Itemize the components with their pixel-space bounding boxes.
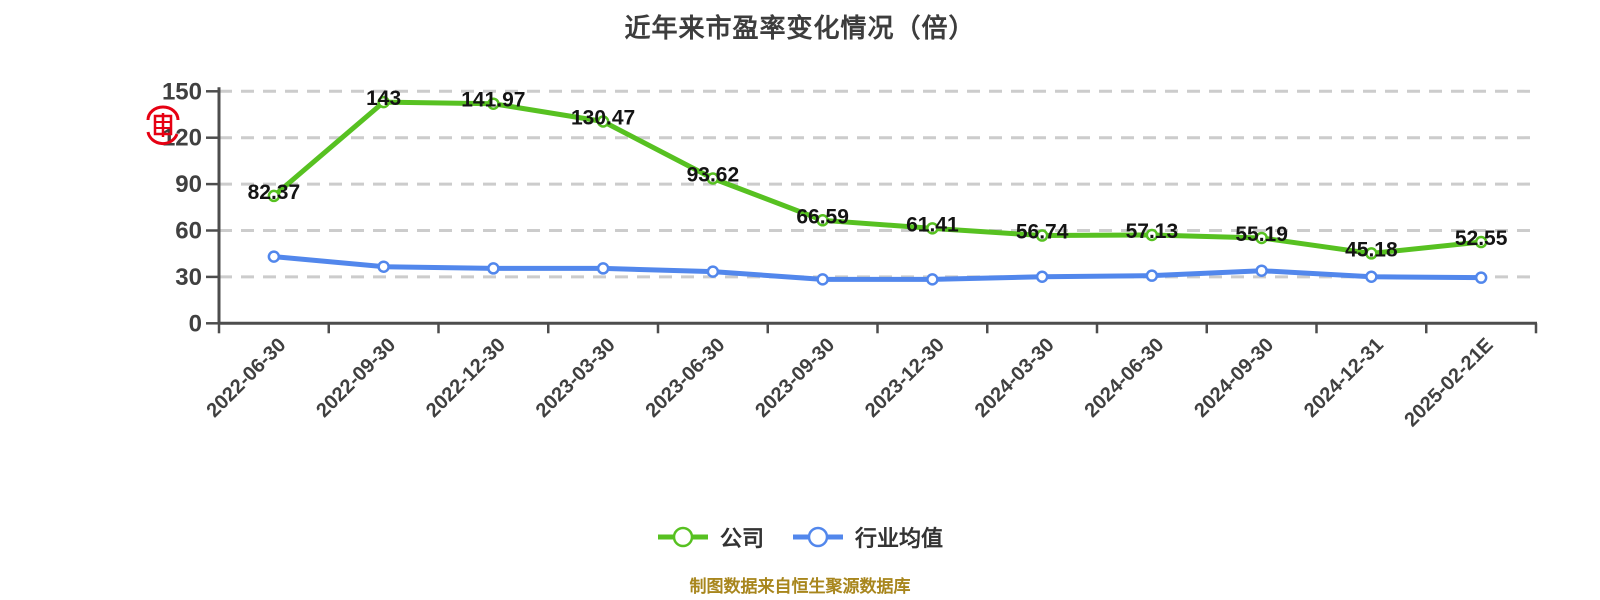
data-point-label: 45.18 bbox=[1345, 238, 1398, 261]
data-point-label: 61.41 bbox=[906, 213, 959, 236]
data-point-marker bbox=[1474, 235, 1488, 249]
data-point-label: 93.62 bbox=[687, 164, 740, 187]
x-tick-label: 2023-06-30 bbox=[642, 334, 730, 422]
data-point-marker bbox=[1474, 271, 1488, 284]
x-tick-label: 2023-12-30 bbox=[861, 334, 949, 422]
y-tick-label: 120 bbox=[162, 125, 202, 152]
data-point-label: 56.74 bbox=[1016, 221, 1069, 244]
x-tick-label: 2025-02-21E bbox=[1400, 334, 1497, 431]
x-tick-label: 2022-09-30 bbox=[312, 334, 400, 422]
data-point-marker bbox=[487, 262, 500, 275]
legend: 公司 行业均值 bbox=[0, 521, 1600, 553]
data-point-marker bbox=[377, 95, 390, 109]
data-point-label: 57.13 bbox=[1126, 220, 1179, 243]
data-point-label: 143 bbox=[366, 87, 401, 110]
legend-label-industry-average: 行业均值 bbox=[855, 526, 944, 551]
x-tick-label: 2023-03-30 bbox=[532, 334, 620, 422]
x-tick-label: 2022-06-30 bbox=[203, 334, 291, 422]
x-tick-label: 2024-03-30 bbox=[971, 334, 1059, 422]
series-line-行业均值 bbox=[271, 254, 1484, 282]
data-point-label: 141.97 bbox=[461, 89, 525, 112]
data-point-marker bbox=[267, 250, 281, 263]
data-point-label: 52.55 bbox=[1455, 227, 1508, 250]
y-tick-label: 150 bbox=[162, 78, 202, 105]
data-point-marker bbox=[1035, 270, 1049, 283]
data-point-marker bbox=[926, 273, 939, 286]
x-tick-label: 2023-09-30 bbox=[751, 334, 839, 422]
data-point-marker bbox=[487, 97, 500, 110]
data-point-marker bbox=[926, 222, 939, 235]
data-point-label: 55.19 bbox=[1235, 223, 1288, 246]
y-tick-label: 60 bbox=[175, 218, 202, 245]
data-point-marker bbox=[596, 262, 610, 275]
data-point-marker bbox=[1365, 247, 1378, 260]
series-line-公司 bbox=[271, 99, 1484, 256]
industry-series-marker-icon bbox=[793, 526, 843, 548]
data-point-marker bbox=[1255, 231, 1268, 245]
data-point-marker bbox=[1365, 270, 1378, 283]
company-series-marker-icon bbox=[657, 526, 708, 548]
red-seal-icon bbox=[146, 105, 180, 146]
chart-title: 近年来市盈率变化情况（倍） bbox=[624, 13, 976, 43]
data-point-marker bbox=[706, 265, 720, 278]
data-point-marker bbox=[267, 189, 281, 203]
data-point-marker bbox=[377, 260, 390, 273]
data-point-marker bbox=[1145, 269, 1159, 282]
data-source-caption: 制图数据来自恒生聚源数据库 bbox=[689, 577, 911, 596]
data-point-label: 82.37 bbox=[248, 181, 301, 204]
data-point-marker bbox=[816, 273, 829, 286]
data-point-marker bbox=[1255, 264, 1268, 277]
y-tick-label: 30 bbox=[175, 264, 202, 291]
x-tick-label: 2024-06-30 bbox=[1081, 334, 1169, 422]
legend-item-industry-average[interactable]: 行业均值 bbox=[792, 521, 943, 553]
data-point-label: 130.47 bbox=[571, 107, 635, 130]
data-point-marker bbox=[1035, 229, 1049, 242]
legend-label-company: 公司 bbox=[719, 526, 764, 551]
legend-item-company[interactable]: 公司 bbox=[657, 521, 764, 553]
x-tick-label: 2022-12-30 bbox=[422, 334, 510, 422]
x-tick-label: 2024-12-31 bbox=[1300, 334, 1388, 422]
x-tick-label: 2024-09-30 bbox=[1190, 334, 1278, 422]
data-point-marker bbox=[596, 115, 610, 128]
data-point-marker bbox=[706, 172, 720, 185]
data-point-marker bbox=[816, 214, 829, 227]
y-tick-label: 90 bbox=[175, 171, 202, 198]
data-point-label: 66.59 bbox=[796, 205, 849, 228]
y-tick-label: 0 bbox=[189, 310, 202, 337]
data-point-marker bbox=[1145, 228, 1159, 242]
